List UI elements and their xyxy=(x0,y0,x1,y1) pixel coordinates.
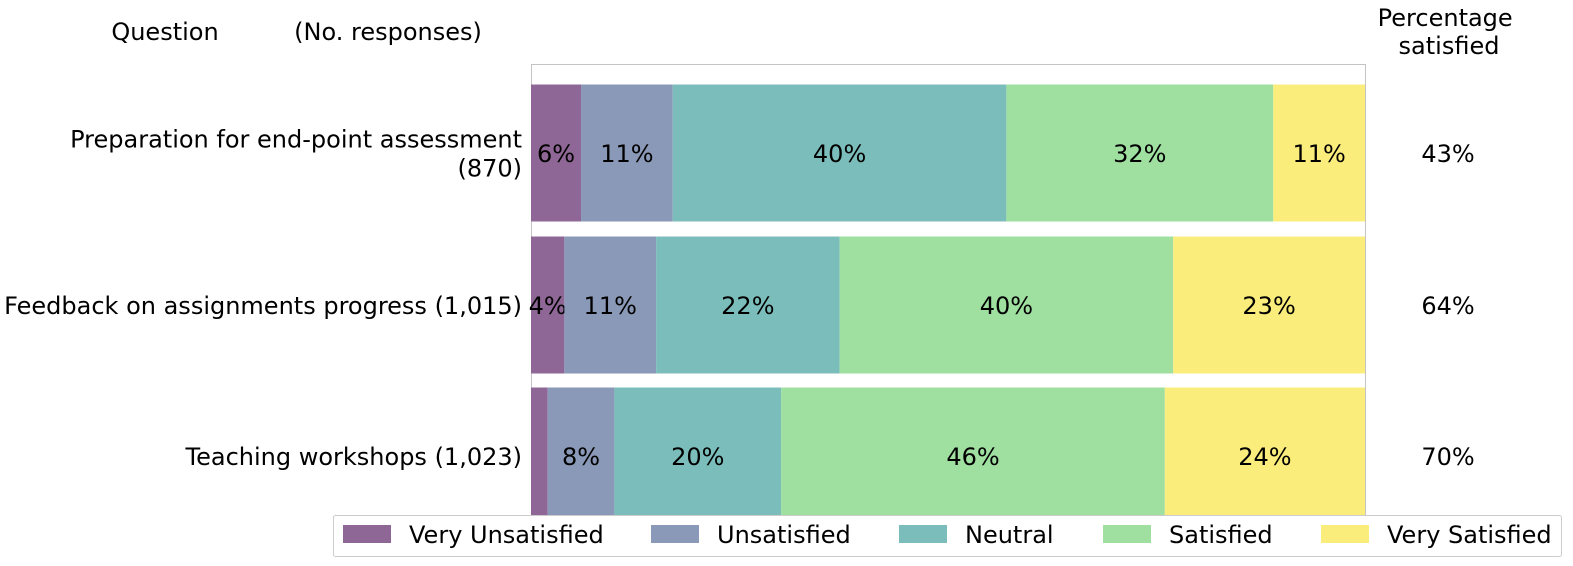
header-percentage-line-2: satisfied xyxy=(1399,32,1500,60)
category-labels: Preparation for end-point assessment (870… xyxy=(4,126,522,472)
bars: 6% 11% 40% 32% 11% 4% 11% 22% 40% 23% 8% 20% 46% 24% xyxy=(529,84,1365,525)
legend-swatch xyxy=(651,525,699,543)
bar-data-label: 8% xyxy=(562,443,600,471)
legend-label: Very Unsatisfied xyxy=(409,521,604,549)
bar-segment xyxy=(581,84,673,222)
bar-data-label: 23% xyxy=(1242,292,1295,320)
bar-data-label: 24% xyxy=(1238,443,1291,471)
percentage-satisfied-value: 43% xyxy=(1421,140,1474,168)
header: Question (No. responses) Percentage sati… xyxy=(111,4,1521,60)
bar-segment xyxy=(656,236,840,374)
bar-data-label: 20% xyxy=(671,443,724,471)
bar-segment xyxy=(564,236,657,374)
bar-segment xyxy=(614,387,782,525)
legend-swatch xyxy=(899,525,947,543)
bar-segment xyxy=(531,236,565,374)
bar-data-label: 4% xyxy=(529,292,567,320)
percentage-satisfied-column: 43% 64% 70% xyxy=(1421,140,1474,471)
bar-segment xyxy=(672,84,1007,222)
bar-segment xyxy=(781,387,1165,525)
bar-data-label: 40% xyxy=(980,292,1033,320)
category-label-line: (870) xyxy=(457,155,522,183)
category-label-line: Teaching workshops (1,023) xyxy=(185,443,522,471)
bar-segment xyxy=(1273,84,1365,222)
bar-data-label: 6% xyxy=(537,140,575,168)
category-label: Teaching workshops (1,023) xyxy=(185,443,522,471)
bar-data-label: 11% xyxy=(1292,140,1345,168)
header-responses: (No. responses) xyxy=(294,18,482,46)
header-percentage-satisfied: Percentage satisfied xyxy=(1378,4,1521,60)
bar-data-label: 11% xyxy=(600,140,653,168)
bar-segment xyxy=(1006,84,1274,222)
legend-label: Satisfied xyxy=(1169,521,1273,549)
legend-swatch xyxy=(1103,525,1151,543)
legend-label: Neutral xyxy=(965,521,1054,549)
percentage-satisfied-value: 70% xyxy=(1421,443,1474,471)
category-label-line: Feedback on assignments progress (1,015) xyxy=(4,292,522,320)
bar-segment xyxy=(531,84,582,222)
legend-box xyxy=(333,515,1562,557)
header-question: Question xyxy=(111,18,218,46)
bar-data-label: 11% xyxy=(584,292,637,320)
legend-swatch xyxy=(1321,525,1369,543)
bar-segment xyxy=(839,236,1174,374)
bar-segment xyxy=(531,387,548,525)
bar-data-label: 32% xyxy=(1113,140,1166,168)
legend-label: Unsatisfied xyxy=(717,521,851,549)
category-label-line: Preparation for end-point assessment xyxy=(70,126,522,154)
header-percentage-line-1: Percentage xyxy=(1378,4,1513,32)
percentage-satisfied-value: 64% xyxy=(1421,292,1474,320)
bar-segment xyxy=(547,387,615,525)
legend-label: Very Satisfied xyxy=(1387,521,1552,549)
category-label: Preparation for end-point assessment (870… xyxy=(70,126,522,183)
bar-data-label: 22% xyxy=(721,292,774,320)
legend: Very Unsatisfied Unsatisfied Neutral Satisf… xyxy=(333,515,1562,557)
bar-data-label: 46% xyxy=(946,443,999,471)
legend-swatch xyxy=(343,525,391,543)
category-label: Feedback on assignments progress (1,015) xyxy=(4,292,522,320)
bar-segment xyxy=(1164,387,1365,525)
bar-data-label: 40% xyxy=(813,140,866,168)
bar-segment xyxy=(1173,236,1365,374)
